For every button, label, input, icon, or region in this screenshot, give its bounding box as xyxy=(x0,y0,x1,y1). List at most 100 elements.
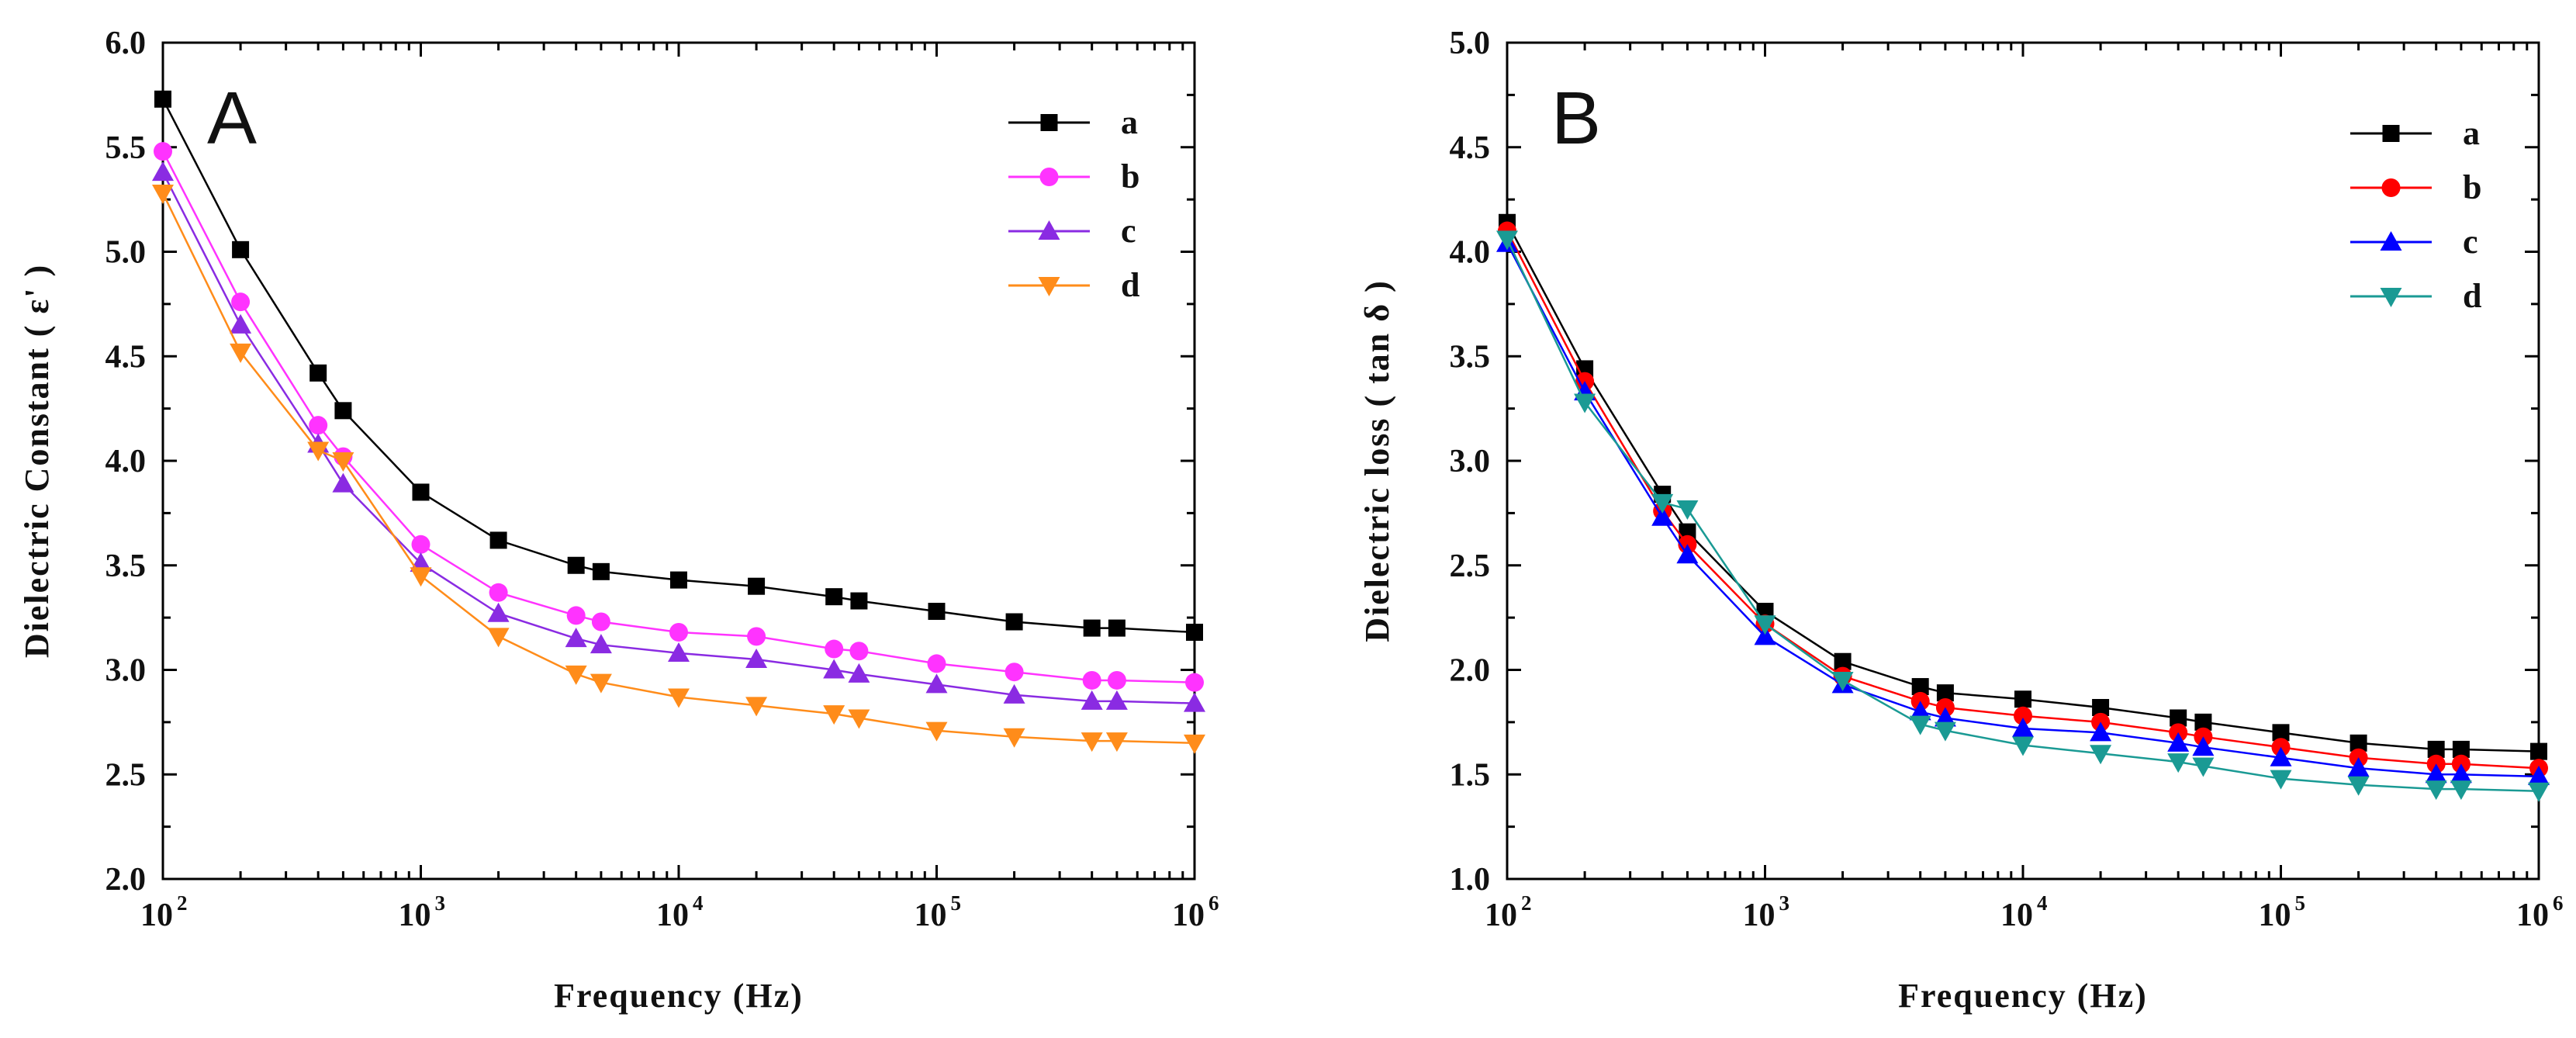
y-tick-label: 4.0 xyxy=(105,444,147,479)
data-point-c xyxy=(1081,690,1103,710)
y-axis-title: Dielectric Constant ( ε' ) xyxy=(18,264,56,658)
legend-marker-a xyxy=(1040,114,1058,131)
data-point-a xyxy=(1186,623,1203,641)
x-tick-label-exponent: 5 xyxy=(951,891,962,915)
data-point-b xyxy=(2014,706,2032,725)
data-point-d xyxy=(2012,736,2034,756)
legend-marker-c xyxy=(2380,231,2402,251)
data-point-c xyxy=(2450,763,2472,784)
data-point-b xyxy=(231,292,251,312)
data-point-d xyxy=(2090,745,2112,765)
y-tick-label: 3.5 xyxy=(105,548,147,584)
legend-label-c: c xyxy=(1121,212,1136,250)
data-point-c xyxy=(1184,692,1205,712)
x-tick-label-base: 10 xyxy=(2516,898,2549,933)
data-point-a xyxy=(2272,724,2290,742)
data-point-d xyxy=(565,665,587,685)
data-point-c xyxy=(230,313,252,334)
data-point-d xyxy=(2425,780,2447,801)
legend-label-b: b xyxy=(2463,168,2481,206)
data-point-d xyxy=(1105,732,1128,753)
data-point-a xyxy=(1108,619,1125,637)
data-point-c xyxy=(332,472,354,493)
data-point-c xyxy=(1754,625,1776,645)
data-point-d xyxy=(1651,493,1674,514)
data-point-c xyxy=(2425,763,2447,784)
data-point-b xyxy=(669,622,688,642)
data-point-a xyxy=(232,240,250,258)
data-point-c xyxy=(745,649,768,669)
data-point-b xyxy=(1185,673,1204,692)
data-point-b xyxy=(1082,670,1101,690)
x-tick-label-base: 10 xyxy=(1172,898,1205,933)
data-point-d xyxy=(2192,757,2215,777)
y-tick-label: 4.5 xyxy=(1450,130,1491,166)
data-point-a xyxy=(2350,734,2367,752)
data-point-c xyxy=(1105,690,1128,710)
y-tick-label: 5.0 xyxy=(105,235,147,271)
data-point-b xyxy=(309,416,328,435)
data-point-c xyxy=(565,628,587,648)
data-point-d xyxy=(1909,715,1931,735)
data-point-b xyxy=(1107,670,1126,690)
chart-panel-b: 1.01.52.02.53.03.54.04.55.010 2 10 3 10 4 10 5 1… xyxy=(1358,26,2564,1015)
data-point-a xyxy=(2427,740,2445,758)
data-point-d xyxy=(152,185,174,205)
data-point-d xyxy=(1574,393,1596,413)
data-point-c xyxy=(1934,707,1956,727)
legend-label-a: a xyxy=(1121,103,1138,141)
x-tick-label-base: 10 xyxy=(140,898,173,933)
data-point-b xyxy=(747,627,766,646)
y-tick-label: 4.0 xyxy=(1450,235,1491,271)
data-point-c xyxy=(2192,736,2215,756)
data-point-c xyxy=(2167,732,2190,752)
data-point-c xyxy=(823,659,845,679)
y-tick-label: 2.5 xyxy=(1450,548,1491,584)
x-tick-label-exponent: 6 xyxy=(2553,891,2564,915)
data-point-d xyxy=(230,343,252,363)
data-point-c xyxy=(590,634,612,654)
data-point-a xyxy=(154,90,171,108)
data-point-c xyxy=(925,673,948,694)
data-point-d xyxy=(1496,230,1518,251)
legend-label-b: b xyxy=(1121,157,1139,195)
x-tick-label-exponent: 2 xyxy=(1521,891,1532,915)
legend-marker-d xyxy=(2380,288,2402,307)
y-tick-label: 2.0 xyxy=(1450,653,1491,689)
legend-marker-c xyxy=(1038,220,1060,240)
data-point-a xyxy=(1911,678,1929,696)
data-point-b xyxy=(489,583,508,602)
x-tick-label-base: 10 xyxy=(915,898,947,933)
data-point-c xyxy=(1003,683,1025,704)
data-point-d xyxy=(848,709,870,729)
data-point-d xyxy=(410,567,432,587)
data-point-d xyxy=(1184,734,1205,754)
data-point-b xyxy=(566,606,586,625)
data-point-c xyxy=(848,663,870,683)
legend-marker-d xyxy=(1038,277,1060,296)
data-point-a xyxy=(1936,684,1954,702)
x-tick-label-base: 10 xyxy=(656,898,689,933)
y-tick-label: 3.5 xyxy=(1450,339,1491,375)
y-tick-label: 3.0 xyxy=(1450,444,1491,479)
data-point-c xyxy=(2090,721,2112,742)
y-tick-label: 6.0 xyxy=(105,26,147,61)
data-point-d xyxy=(2528,782,2550,802)
data-point-b xyxy=(411,535,430,554)
data-point-c xyxy=(1676,544,1699,564)
panel-label: B xyxy=(1551,77,1601,160)
x-tick-label-base: 10 xyxy=(399,898,431,933)
data-point-a xyxy=(592,562,610,580)
data-point-a xyxy=(670,571,687,589)
x-axis-title: Frequency (Hz) xyxy=(1898,977,2148,1015)
x-tick-label-exponent: 2 xyxy=(177,891,188,915)
data-point-c xyxy=(1651,506,1674,526)
legend-label-d: d xyxy=(1121,266,1139,304)
data-point-a xyxy=(567,556,585,574)
data-point-a xyxy=(2452,740,2470,758)
data-point-d xyxy=(487,628,510,648)
data-point-c xyxy=(487,602,510,622)
data-point-c xyxy=(1909,701,1931,721)
panel-label: A xyxy=(207,77,257,160)
legend-label-c: c xyxy=(2463,223,2478,261)
